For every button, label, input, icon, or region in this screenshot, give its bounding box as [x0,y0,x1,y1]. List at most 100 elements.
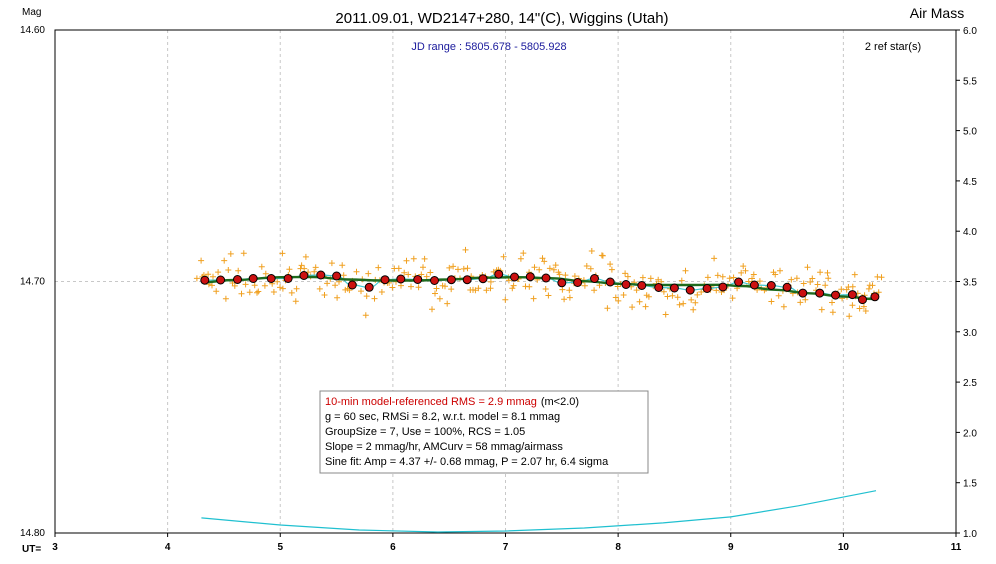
raw-point [688,296,695,303]
raw-point [768,298,775,305]
raw-point [704,274,711,281]
raw-point [213,288,220,295]
ref-stars: 2 ref star(s) [865,41,921,53]
raw-point [510,282,517,289]
raw-point [455,266,461,273]
raw-point [433,285,440,292]
raw-point [562,272,569,279]
raw-point [353,268,360,275]
x-tick-label: 3 [52,542,58,553]
x-tick-label: 6 [390,542,396,553]
binned-point [430,276,439,285]
raw-point [462,246,469,253]
raw-point [298,262,305,269]
binned-point [347,280,357,290]
raw-point [423,273,430,280]
raw-point [566,294,573,301]
raw-point [242,281,249,288]
raw-point [552,262,559,269]
raw-point [818,306,825,313]
raw-point [255,288,262,295]
raw-point [420,264,426,271]
raw-point [365,270,372,277]
raw-point [448,286,455,293]
raw-point [660,288,667,295]
raw-point [444,300,451,307]
raw-point [713,287,720,294]
airmass-axis-label: Air Mass [910,5,964,21]
raw-point [680,300,687,307]
binned-point [718,282,728,292]
raw-point [362,312,369,319]
raw-point [442,283,448,290]
raw-point [642,303,649,310]
raw-point [788,276,795,283]
raw-point [729,295,736,302]
raw-point [612,294,619,301]
raw-point [227,250,234,257]
raw-point [358,288,364,295]
raw-point [421,255,428,262]
raw-point [829,299,835,306]
binned-point [332,271,342,281]
binned-point [782,282,792,292]
raw-point [730,274,737,281]
raw-point [591,287,598,294]
raw-point [581,282,588,289]
raw-point [797,299,804,306]
raw-point [215,269,222,276]
raw-point [312,264,319,271]
binned-point [669,283,679,293]
raw-point [531,264,538,271]
raw-point [756,278,763,285]
y2-tick-label: 6.0 [963,26,977,37]
raw-point [682,267,689,274]
raw-point [235,267,242,274]
ticks: 3 4 5 6 7 8 9 10 11 14.60 14.70 14.80 6.0 5.5 5.0 4.5 4.… [20,25,977,553]
raw-point [645,293,652,300]
raw-point [340,272,347,279]
raw-point [339,262,346,269]
raw-point [460,265,467,272]
raw-point [500,253,507,260]
raw-point [749,275,755,282]
raw-point [869,282,876,289]
raw-point [694,291,701,298]
raw-point [279,250,286,257]
raw-point [429,306,435,313]
raw-point [334,294,341,301]
raw-point [222,295,229,302]
binned-point [766,281,776,290]
y-tick-label: 14.70 [20,277,45,288]
raw-point [822,282,829,289]
binned-point [702,284,712,293]
raw-point [604,305,611,312]
raw-point [545,292,552,299]
raw-point [254,289,260,296]
raw-point [742,267,749,274]
airmass-line [201,490,877,533]
raw-point [726,275,733,282]
raw-point [633,287,640,294]
raw-point [809,275,816,282]
raw-point [690,306,697,313]
raw-point [246,289,253,296]
info-rms-suffix: (m<2.0) [541,396,579,408]
raw-point [561,296,568,303]
raw-point [647,275,654,282]
raw-point [302,253,309,260]
raw-point [210,273,216,280]
raw-point [321,292,328,298]
binned-point [462,275,472,285]
raw-point [780,303,787,310]
binned-point [233,275,242,284]
raw-point [432,290,438,297]
raw-point [509,285,516,292]
raw-point [583,263,590,269]
raw-point [502,296,509,303]
raw-point [378,289,385,295]
raw-point [814,281,821,288]
y2-tick-label: 1.0 [963,529,977,540]
raw-point [624,273,631,280]
